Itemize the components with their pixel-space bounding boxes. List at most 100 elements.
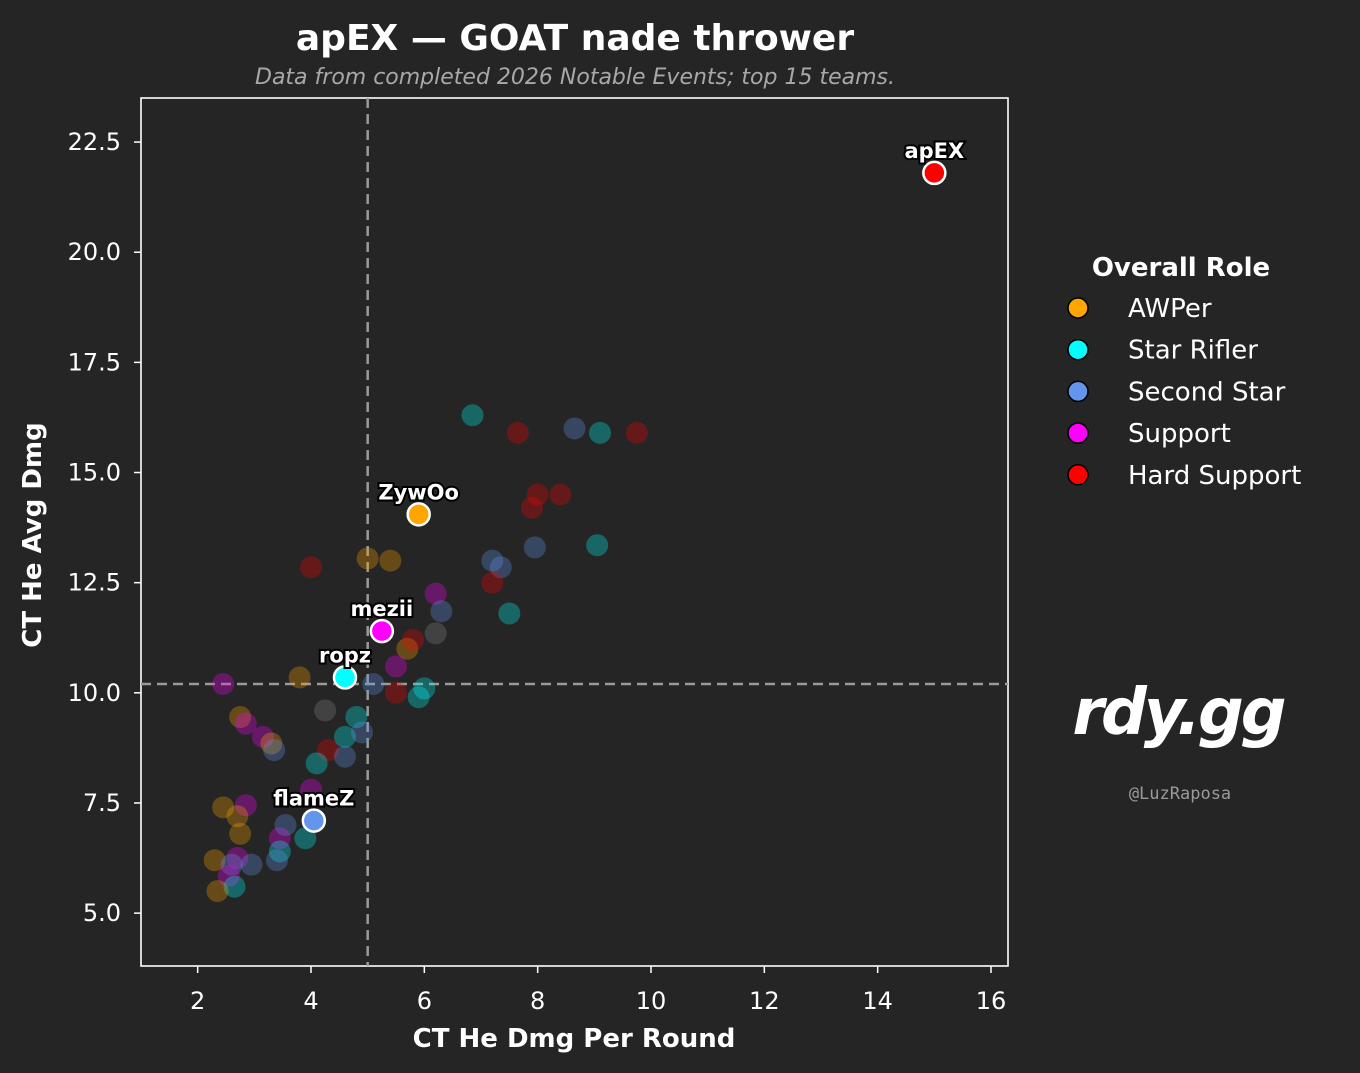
- data-point: [229, 706, 252, 729]
- x-tick-label: 2: [190, 987, 205, 1015]
- data-point: [589, 421, 611, 444]
- data-point: [385, 655, 407, 678]
- data-point: [506, 421, 529, 444]
- data-point: [407, 686, 430, 709]
- data-point: [430, 600, 453, 623]
- y-tick-label: 10.0: [68, 679, 121, 707]
- point-label-flamez: flameZ: [273, 787, 354, 811]
- data-point: [300, 556, 322, 579]
- y-tick-label: 12.5: [68, 569, 121, 597]
- data-point: [424, 622, 447, 645]
- highlighted-point-flamez: [301, 808, 327, 833]
- data-point: [268, 827, 291, 850]
- legend-item: Star Rifler: [1067, 336, 1258, 366]
- data-point: [586, 534, 609, 557]
- chart-title: apEX — GOAT nade thrower: [296, 18, 854, 59]
- legend-marker: [1067, 380, 1089, 403]
- data-point: [334, 745, 356, 768]
- highlighted-point-mezii: [369, 618, 395, 644]
- legend-item: Support: [1067, 419, 1231, 449]
- data-point: [268, 840, 291, 863]
- plot-area: apEX ZywOo mezii ropz flameZ: [140, 97, 1009, 967]
- data-point: [300, 778, 322, 801]
- data-point: [481, 571, 504, 594]
- data-points: [203, 404, 648, 903]
- y-tick-label: 15.0: [68, 459, 121, 487]
- point-label-ropz: ropz: [319, 643, 371, 667]
- x-tick-label: 8: [530, 987, 545, 1015]
- data-point: [274, 814, 297, 837]
- data-point: [402, 628, 424, 651]
- legend-item: Second Star: [1067, 377, 1286, 407]
- legend-label: Second Star: [1128, 377, 1286, 407]
- data-point: [526, 483, 549, 506]
- point-label-apex: apEX: [904, 139, 964, 163]
- data-point: [549, 483, 572, 506]
- data-point: [206, 880, 229, 903]
- data-point: [563, 417, 586, 440]
- legend-label: AWPer: [1128, 294, 1212, 324]
- highlighted-point-zywoo: [406, 502, 431, 527]
- data-point: [263, 739, 286, 762]
- highlighted-point-apex: [922, 160, 947, 186]
- reference-lines: [141, 98, 1008, 966]
- data-point: [481, 549, 504, 572]
- x-tick-label: 16: [976, 987, 1007, 1015]
- data-point: [251, 725, 274, 748]
- x-tick-label: 10: [636, 987, 667, 1015]
- data-point: [212, 796, 235, 819]
- y-tick-label: 17.5: [68, 348, 121, 376]
- x-tick-label: 6: [417, 987, 432, 1015]
- data-point: [396, 637, 419, 660]
- data-point: [345, 706, 368, 729]
- legend-label: Support: [1128, 419, 1231, 449]
- data-point: [226, 847, 249, 870]
- data-point: [356, 547, 379, 570]
- brand-block: rdy.gg @LuzRaposa: [1072, 676, 1287, 804]
- legend-marker: [1067, 464, 1089, 486]
- x-tick-label: 14: [862, 987, 893, 1015]
- legend-marker: [1067, 297, 1089, 319]
- x-tick-label: 4: [303, 987, 318, 1015]
- chart-subtitle: Data from completed 2026 Notable Events;…: [255, 65, 895, 90]
- data-point: [489, 556, 512, 579]
- data-point: [379, 549, 402, 572]
- legend-label: Star Rifler: [1128, 336, 1258, 366]
- legend-entries: AWPer Star Rifler Second Star Support Hard S…: [1067, 294, 1301, 491]
- data-point: [223, 875, 246, 898]
- y-tick-label: 20.0: [68, 238, 121, 266]
- y-axis-ticks: 5.0 7.5 10.0 12.5 15.0 17.5 20.0 22.5: [68, 128, 141, 927]
- data-point: [521, 496, 543, 519]
- x-tick-label: 12: [749, 987, 780, 1015]
- legend-item: Hard Support: [1067, 461, 1301, 491]
- data-point: [351, 721, 373, 744]
- data-point: [334, 725, 356, 748]
- legend-marker: [1067, 338, 1089, 361]
- data-point: [234, 712, 257, 735]
- data-point: [317, 739, 339, 762]
- data-point: [240, 853, 263, 876]
- data-point: [226, 805, 249, 828]
- data-point: [424, 582, 447, 605]
- x-axis-label: CT He Dmg Per Round: [413, 1024, 736, 1054]
- highlighted-points: [301, 160, 947, 833]
- data-point: [212, 673, 235, 696]
- plot-frame: [140, 97, 1009, 967]
- legend-title: Overall Role: [1092, 253, 1270, 283]
- point-label-zywoo: ZywOo: [378, 480, 459, 504]
- data-point: [217, 864, 240, 887]
- data-point: [362, 673, 385, 696]
- y-tick-label: 5.0: [83, 899, 121, 927]
- data-point: [314, 699, 337, 722]
- y-tick-label: 22.5: [68, 128, 121, 156]
- highlighted-point-ropz: [332, 665, 358, 690]
- data-point: [305, 752, 328, 775]
- data-point: [234, 794, 257, 817]
- data-point: [229, 822, 252, 845]
- data-point: [266, 849, 288, 872]
- data-point: [260, 732, 283, 755]
- y-tick-label: 7.5: [83, 789, 121, 817]
- data-point: [625, 421, 648, 444]
- y-axis-label: CT He Avg Dmg: [18, 422, 48, 647]
